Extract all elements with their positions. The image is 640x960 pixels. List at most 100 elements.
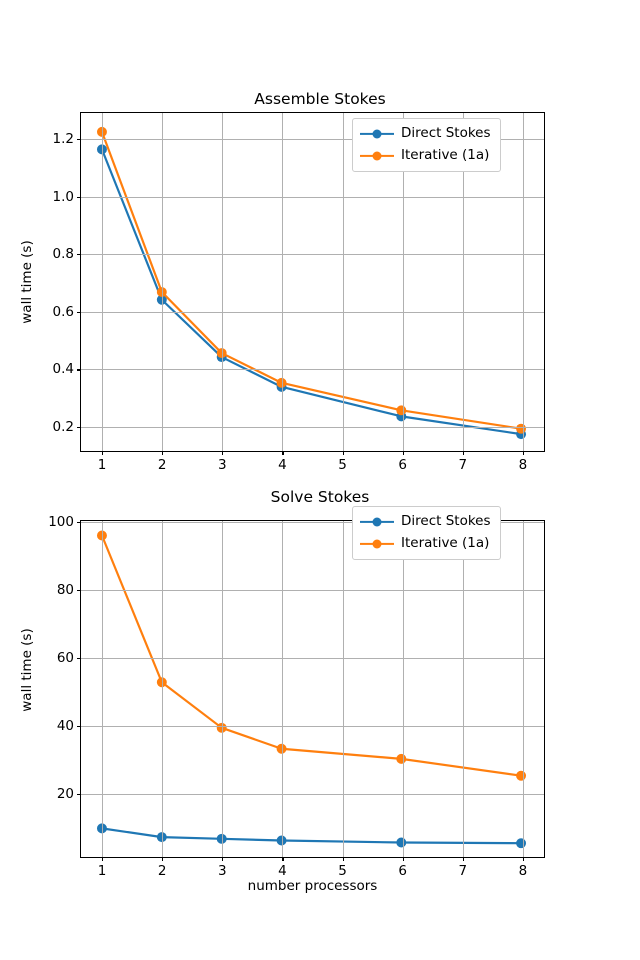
x-tick-mark [342,857,344,861]
y-tick-mark [77,657,81,659]
legend-line-marker-icon [360,149,394,163]
x-tick-mark [222,857,224,861]
y-tick-label: 20 [56,785,74,802]
x-tick-label: 8 [518,863,528,879]
x-tick-label: 6 [398,457,407,473]
series-line [100,827,523,845]
y-tick-label: 0.6 [52,303,74,320]
y-tick-label: 1.0 [52,188,74,205]
x-tick-mark [462,857,464,861]
y-tick-mark [77,427,81,429]
legend-assemble: Direct Stokes Iterative (1a) [352,118,501,172]
x-tick-mark [342,451,344,455]
x-tick-label: 3 [218,863,227,879]
gridline-horizontal [81,589,544,591]
x-tick-label: 1 [97,457,107,473]
x-tick-label: 6 [398,863,407,879]
gridline-vertical [162,521,164,857]
gridline-horizontal [81,254,544,256]
gridline-vertical [282,521,284,857]
plot-area-solve: 1 2 3 4 5 6 7 8 20 40 60 80 100 [48,514,545,879]
data-point-marker [516,423,527,434]
series-line [100,130,523,430]
y-tick-mark [77,725,81,727]
x-tick-label: 2 [157,457,167,473]
gridline-vertical [522,521,524,857]
data-point-marker [396,753,407,764]
x-tick-label: 3 [218,457,227,473]
x-tick-label: 1 [97,863,107,879]
x-tick-mark [462,451,464,455]
x-tick-label: 4 [278,863,287,879]
x-tick-label: 8 [518,457,528,473]
x-tick-label: 4 [278,457,287,473]
legend-solve: Direct Stokes Iterative (1a) [352,506,501,560]
gridline-horizontal [81,311,544,313]
subplot-assemble-stokes: Assemble Stokes wall time (s) 1 2 3 4 5 6 7 8 0.… [19,90,545,473]
legend-item-direct-stokes[interactable]: Direct Stokes [360,125,491,143]
y-tick-label: 80 [56,581,74,598]
gridline-horizontal [81,427,544,429]
y-tick-label: 100 [48,514,74,531]
gridline-vertical [522,113,524,451]
data-point-marker [396,411,407,422]
gridline-vertical [222,521,224,857]
x-tick-mark [522,857,525,861]
series-line [100,148,523,436]
y-tick-mark [77,522,81,524]
gridline-horizontal [81,657,544,659]
gridline-vertical [102,113,104,451]
page-title: Assemble Stokes [254,90,386,108]
gridline-vertical [402,521,404,857]
page-title-solve: Solve Stokes [270,488,370,506]
x-tick-label: 7 [458,457,468,473]
gridline-horizontal [81,793,544,795]
x-tick-mark [402,857,404,861]
y-tick-mark [77,793,81,795]
y-tick-mark [77,589,81,591]
gridline-horizontal [81,138,544,140]
series-line [100,534,523,777]
y-tick-label: 0.4 [52,361,74,378]
y-tick-mark [77,311,81,313]
y-tick-label: 0.2 [52,419,74,436]
x-tick-mark [402,451,404,455]
x-tick-label: 5 [338,863,347,879]
gridline-vertical [222,113,224,451]
x-tick-mark [282,451,284,455]
legend-item-iterative-1a[interactable]: Iterative (1a) [360,147,491,165]
y-tick-mark [77,138,81,141]
x-tick-label: 2 [157,863,167,879]
x-tick-label: 5 [338,457,347,473]
gridline-horizontal [81,369,544,371]
gridline-vertical [102,521,104,857]
gridline-horizontal [81,522,544,524]
gridline-vertical [462,113,464,451]
y-tick-mark [77,369,81,371]
x-tick-mark [102,857,104,861]
legend-item-iterative-1a[interactable]: Iterative (1a) [360,535,491,553]
legend-label-direct-stokes: Direct Stokes [401,125,491,142]
x-tick-mark [102,451,104,455]
gridline-vertical [162,113,164,451]
y-tick-label: 0.8 [52,246,74,263]
gridline-vertical [342,113,344,451]
gridline-horizontal [81,725,544,727]
x-tick-label: 7 [458,863,468,879]
x-tick-mark [522,451,525,455]
x-tick-mark [162,857,164,861]
legend-item-direct-stokes[interactable]: Direct Stokes [360,513,491,531]
legend-label-iterative-1a: Iterative (1a) [401,535,490,552]
gridline-vertical [342,521,344,857]
y-tick-label: 40 [56,717,74,734]
legend-line-marker-icon [360,515,394,529]
gridline-vertical [402,113,404,451]
gridline-vertical [282,113,284,451]
gridline-vertical [462,521,464,857]
y-tick-mark [77,254,81,256]
subplot-solve-stokes: Solve Stokes wall time (s) number proces… [0,480,640,960]
x-axis-label-solve: number processors [247,878,378,894]
x-tick-mark [222,451,224,455]
y-tick-mark [77,196,81,198]
